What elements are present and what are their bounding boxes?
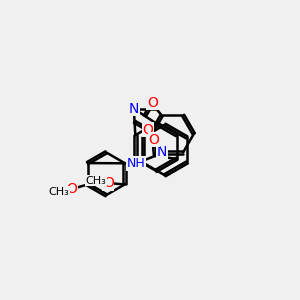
Text: O: O <box>103 176 114 190</box>
Text: CH₃: CH₃ <box>85 176 106 186</box>
Text: NH: NH <box>126 157 145 170</box>
Text: O: O <box>147 95 158 110</box>
Text: N: N <box>129 102 139 116</box>
Text: N: N <box>157 146 167 159</box>
Text: CH₃: CH₃ <box>48 187 69 197</box>
Text: O: O <box>67 182 77 196</box>
Text: O: O <box>148 133 159 147</box>
Text: O: O <box>142 123 153 136</box>
